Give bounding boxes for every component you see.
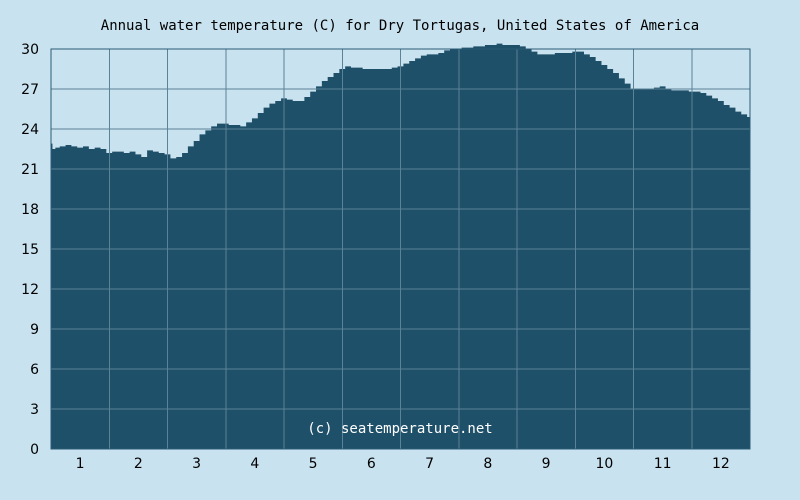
x-tick-label: 12 (712, 456, 730, 472)
x-tick-label: 9 (542, 456, 551, 472)
x-tick-label: 11 (654, 456, 672, 472)
y-tick-label: 30 (21, 42, 39, 58)
y-tick-label: 24 (21, 122, 39, 138)
y-tick-label: 6 (30, 362, 39, 378)
chart-title: Annual water temperature (C) for Dry Tor… (100, 18, 700, 34)
plot-border (50, 48, 751, 450)
x-tick-label: 3 (192, 456, 201, 472)
x-tick-label: 2 (134, 456, 143, 472)
watermark-text: (c) seatemperature.net (307, 421, 492, 437)
y-tick-label: 9 (30, 322, 39, 338)
y-tick-label: 27 (21, 82, 39, 98)
x-tick-label: 6 (367, 456, 376, 472)
y-tick-label: 3 (30, 402, 39, 418)
x-tick-label: 4 (250, 456, 259, 472)
y-tick-label: 12 (21, 282, 39, 298)
x-tick-label: 5 (309, 456, 318, 472)
axis-layer (50, 48, 751, 450)
x-tick-label: 7 (425, 456, 434, 472)
x-tick-label: 10 (595, 456, 613, 472)
x-tick-label: 1 (76, 456, 85, 472)
y-tick-label: 21 (21, 162, 39, 178)
y-tick-label: 15 (21, 242, 39, 258)
y-tick-label: 0 (30, 442, 39, 458)
x-tick-label: 8 (483, 456, 492, 472)
y-tick-label: 18 (21, 202, 39, 218)
